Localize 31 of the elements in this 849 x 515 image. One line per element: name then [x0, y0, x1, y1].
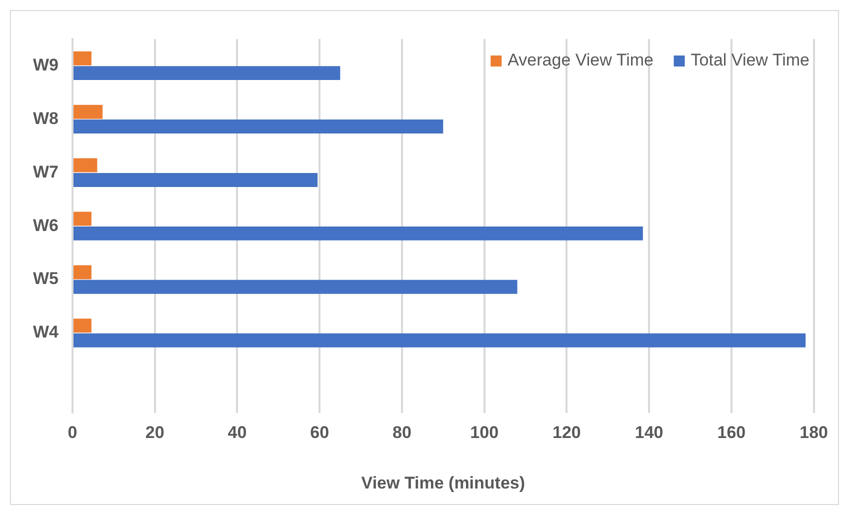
x-tick-label: 120: [552, 423, 581, 442]
bar: [74, 104, 103, 119]
bar: [74, 66, 340, 80]
y-tick-label: W6: [33, 216, 58, 235]
legend-label: Average View Time: [508, 50, 654, 70]
bar: [74, 158, 98, 172]
bar: [74, 51, 92, 66]
y-tick-label: W9: [33, 55, 58, 74]
y-tick-label: W4: [33, 322, 60, 342]
x-tick-label: 140: [634, 423, 664, 442]
bar: [74, 226, 643, 240]
legend-label: Total View Time: [690, 50, 810, 70]
x-tick-label: 180: [800, 423, 828, 442]
y-tick-label: W5: [33, 269, 58, 288]
y-tick-label: W7: [33, 162, 58, 182]
bar: [74, 318, 92, 333]
x-tick-label: 80: [392, 423, 412, 442]
bar: [74, 333, 806, 348]
y-tick-label: W8: [33, 108, 58, 128]
bar: [74, 265, 92, 280]
x-tick-label: 60: [310, 423, 330, 442]
bar: [74, 212, 92, 226]
bar: [74, 120, 444, 134]
bar: [74, 280, 518, 294]
x-tick-label: 0: [68, 423, 78, 442]
x-axis-title: View Time (minutes): [361, 473, 526, 492]
x-tick-label: 160: [717, 423, 746, 442]
x-tick-label: 20: [145, 423, 164, 442]
x-tick-label: 100: [470, 423, 499, 442]
bar: [74, 173, 318, 187]
x-tick-label: 40: [228, 423, 247, 442]
